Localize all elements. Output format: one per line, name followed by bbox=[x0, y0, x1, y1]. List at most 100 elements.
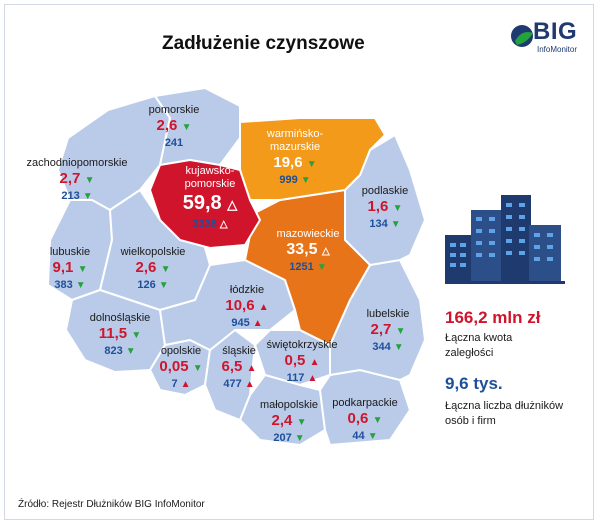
arrow-down-icon: ▼ bbox=[181, 122, 192, 133]
arrow-up-icon: ▲ bbox=[180, 379, 191, 390]
region-amount: 2,4 bbox=[271, 412, 293, 429]
region-count: 344 bbox=[372, 341, 391, 353]
region-zachodniopomorskie: zachodniopomorskie 2,7 ▼ 213 ▼ bbox=[20, 157, 134, 204]
region-count: 117 bbox=[286, 372, 305, 384]
region-name: podlaskie bbox=[361, 185, 409, 197]
region-amount: 59,8 bbox=[182, 192, 222, 214]
arrow-up-icon: ▲ bbox=[246, 363, 257, 374]
region-name: lubelskie bbox=[366, 308, 410, 320]
region-count: 44 bbox=[352, 430, 365, 442]
region-count: 241 bbox=[164, 137, 184, 149]
big-logo-icon bbox=[511, 25, 533, 47]
map-warminsko-mazurskie bbox=[239, 117, 386, 201]
region-count: 207 bbox=[273, 432, 292, 444]
region-count: 945 bbox=[231, 317, 250, 329]
infographic-frame bbox=[4, 4, 594, 520]
arrow-up-icon: ▲ bbox=[258, 302, 269, 313]
region-lubuskie: lubuskie 9,1 ▼ 383 ▼ bbox=[42, 246, 98, 293]
total-amount-caption: Łączna kwota zaległości bbox=[445, 332, 513, 359]
region-amount: 1,6 bbox=[367, 198, 389, 215]
arrow-down-icon: ▼ bbox=[395, 326, 406, 337]
region-name: kujawsko- pomorskie bbox=[184, 165, 236, 190]
logo-text: BIG bbox=[533, 18, 578, 45]
arrow-down-icon: ▼ bbox=[192, 363, 203, 374]
arrow-down-icon: ▼ bbox=[77, 264, 88, 275]
total-debtors-caption: Łączna liczba dłużników osób i firm bbox=[445, 400, 564, 427]
region-count: 7 bbox=[171, 378, 178, 390]
region-wielkopolskie: wielkopolskie 2,6 ▼ 126 ▼ bbox=[113, 246, 193, 293]
region-count: 383 bbox=[54, 279, 73, 291]
region-count: 823 bbox=[104, 345, 123, 357]
region-name: dolnośląskie bbox=[89, 312, 151, 324]
arrow-up-icon: ▲ bbox=[309, 357, 320, 368]
arrow-up-icon: ▲ bbox=[307, 373, 318, 384]
arrow-up-icon: ▲ bbox=[252, 318, 263, 329]
arrow-down-icon: ▼ bbox=[131, 330, 142, 341]
arrow-up-icon: △ bbox=[227, 197, 238, 212]
region-amount: 19,6 bbox=[273, 154, 303, 171]
map-kujawsko-pomorskie bbox=[149, 159, 261, 249]
region-amount: 2,7 bbox=[370, 321, 392, 338]
source-note: Źródło: Rejestr Dłużników BIG InfoMonito… bbox=[18, 499, 205, 510]
region-warminsko-mazurskie: warmińsko- mazurskie 19,6 ▼ 999 ▼ bbox=[256, 128, 334, 188]
region-amount: 11,5 bbox=[98, 325, 128, 342]
arrow-up-icon: △ bbox=[219, 219, 228, 230]
arrow-down-icon: ▼ bbox=[390, 219, 401, 230]
region-count: 477 bbox=[223, 378, 242, 390]
region-mazowieckie: mazowieckie 33,5 △ 1251 ▼ bbox=[270, 228, 346, 275]
region-count: 126 bbox=[137, 279, 156, 291]
arrow-down-icon: ▼ bbox=[393, 342, 404, 353]
arrow-down-icon: ▼ bbox=[372, 415, 383, 426]
region-lubelskie: lubelskie 2,7 ▼ 344 ▼ bbox=[356, 308, 420, 355]
region-amount: 0,05 bbox=[159, 358, 189, 375]
region-kujawsko-pomorskie: kujawsko- pomorskie 59,8 △ 3336 △ bbox=[170, 165, 250, 232]
arrow-down-icon: ▼ bbox=[392, 203, 403, 214]
region-name: pomorskie bbox=[148, 104, 200, 116]
region-name: mazowieckie bbox=[276, 228, 340, 240]
arrow-down-icon: ▼ bbox=[296, 417, 307, 428]
region-name: zachodniopomorskie bbox=[26, 157, 128, 169]
region-name: małopolskie bbox=[259, 399, 319, 411]
page-title: Zadłużenie czynszowe bbox=[162, 33, 365, 54]
region-count: 999 bbox=[279, 174, 298, 186]
region-name: lubuskie bbox=[49, 246, 91, 258]
arrow-down-icon: ▼ bbox=[82, 191, 93, 202]
region-lodzkie: łódzkie 10,6 ▲ 945 ▲ bbox=[218, 284, 276, 331]
arrow-down-icon: ▼ bbox=[300, 175, 311, 186]
region-opolskie: opolskie 0,05 ▼ 7 ▲ bbox=[150, 345, 212, 392]
region-name: podkarpackie bbox=[332, 397, 398, 409]
arrow-up-icon: △ bbox=[321, 246, 330, 257]
region-podlaskie: podlaskie 1,6 ▼ 134 ▼ bbox=[352, 185, 418, 232]
arrow-down-icon: ▼ bbox=[306, 159, 317, 170]
region-podkarpackie: podkarpackie 0,6 ▼ 44 ▼ bbox=[326, 397, 404, 444]
region-swietokrzyskie: świętokrzyskie 0,5 ▲ 117 ▲ bbox=[262, 339, 342, 386]
arrow-down-icon: ▼ bbox=[84, 175, 95, 186]
arrow-down-icon: ▼ bbox=[160, 264, 171, 275]
region-name: opolskie bbox=[160, 345, 202, 357]
arrow-down-icon: ▼ bbox=[75, 280, 86, 291]
region-amount: 2,6 bbox=[156, 117, 178, 134]
big-logo: BIG InfoMonitor bbox=[511, 18, 593, 58]
region-count: 3336 bbox=[192, 218, 217, 230]
region-slaskie: śląskie 6,5 ▲ 477 ▲ bbox=[212, 345, 266, 392]
region-count: 1251 bbox=[289, 261, 314, 273]
region-name: warmińsko- mazurskie bbox=[266, 128, 324, 153]
region-amount: 9,1 bbox=[52, 259, 74, 276]
region-count: 134 bbox=[369, 218, 388, 230]
region-dolnoslaskie: dolnośląskie 11,5 ▼ 823 ▼ bbox=[80, 312, 160, 359]
region-name: świętokrzyskie bbox=[266, 339, 338, 351]
arrow-down-icon: ▼ bbox=[367, 431, 378, 442]
region-amount: 2,7 bbox=[59, 170, 81, 187]
region-count: 213 bbox=[61, 190, 80, 202]
arrow-down-icon: ▼ bbox=[125, 346, 136, 357]
region-amount: 6,5 bbox=[221, 358, 243, 375]
region-amount: 2,6 bbox=[135, 259, 157, 276]
region-amount: 10,6 bbox=[225, 297, 255, 314]
region-name: śląskie bbox=[222, 345, 256, 357]
region-amount: 0,6 bbox=[347, 410, 369, 427]
region-pomorskie: pomorskie 2,6 ▼ 241 bbox=[138, 104, 210, 150]
arrow-down-icon: ▼ bbox=[158, 280, 169, 291]
logo-subtext: InfoMonitor bbox=[537, 45, 578, 54]
region-name: wielkopolskie bbox=[120, 246, 186, 258]
